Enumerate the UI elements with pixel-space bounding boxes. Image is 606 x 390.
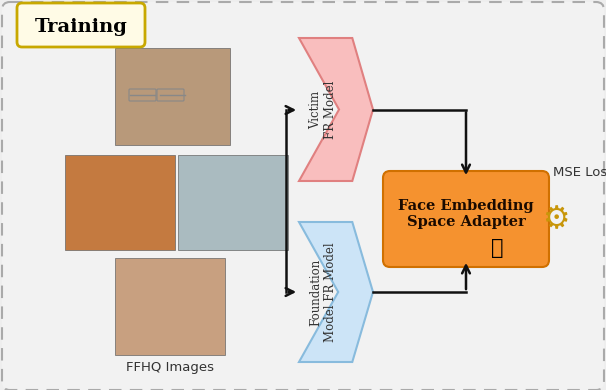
FancyBboxPatch shape [178, 155, 288, 250]
Text: FFHQ Images: FFHQ Images [126, 362, 214, 374]
Polygon shape [299, 38, 373, 181]
Text: ⚙: ⚙ [542, 206, 570, 234]
FancyBboxPatch shape [115, 48, 230, 145]
FancyBboxPatch shape [17, 3, 145, 47]
Text: Foundation
Model FR Model: Foundation Model FR Model [309, 242, 337, 342]
FancyBboxPatch shape [383, 171, 549, 267]
Polygon shape [299, 222, 373, 362]
FancyBboxPatch shape [115, 258, 225, 355]
FancyBboxPatch shape [65, 155, 175, 250]
Text: Face Embedding
Space Adapter: Face Embedding Space Adapter [398, 199, 534, 229]
Text: Victim
FR Model: Victim FR Model [309, 80, 337, 139]
Text: 🔥: 🔥 [491, 238, 503, 258]
Text: Training: Training [35, 18, 127, 36]
Text: MSE Loss: MSE Loss [553, 165, 606, 179]
